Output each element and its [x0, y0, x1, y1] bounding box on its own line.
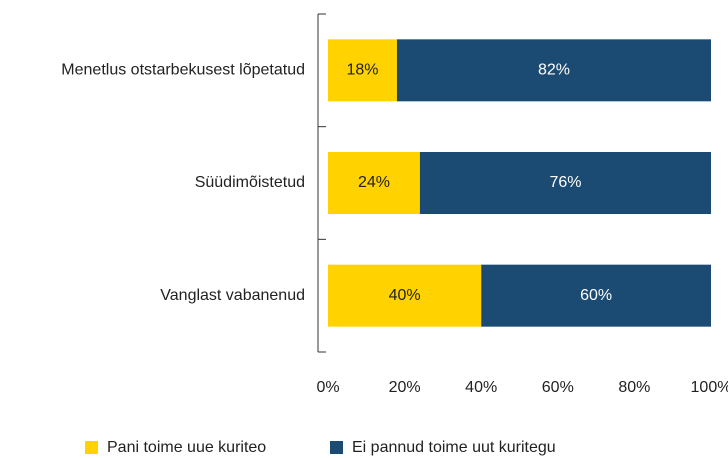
value-label: 40% — [389, 287, 421, 304]
bar-segment — [481, 264, 711, 327]
value-label: 24% — [358, 174, 390, 191]
x-tick-label: 20% — [389, 379, 421, 396]
x-tick-label: 100% — [691, 379, 728, 396]
legend-label: Pani toime uue kuriteo — [107, 439, 266, 456]
x-tick-label: 60% — [542, 379, 574, 396]
legend-swatch — [330, 441, 343, 454]
value-label: 76% — [549, 174, 581, 191]
category-label: Süüdimõistetud — [195, 174, 305, 191]
x-tick-label: 80% — [618, 379, 650, 396]
bar-segment — [396, 39, 711, 102]
value-label: 18% — [346, 62, 378, 79]
legend-label: Ei pannud toime uut kuritegu — [352, 439, 556, 456]
value-label: 60% — [580, 287, 612, 304]
category-label: Vanglast vabanenud — [160, 287, 305, 304]
bar-segment — [328, 39, 397, 102]
category-label: Menetlus otstarbekusest lõpetatud — [61, 62, 305, 79]
x-tick-label: 40% — [465, 379, 497, 396]
bar-segment — [328, 152, 420, 214]
legend-swatch — [85, 441, 98, 454]
bar-segment — [419, 152, 711, 214]
x-tick-label: 0% — [316, 379, 339, 396]
value-label: 82% — [538, 62, 570, 79]
bar-segment — [328, 264, 482, 327]
